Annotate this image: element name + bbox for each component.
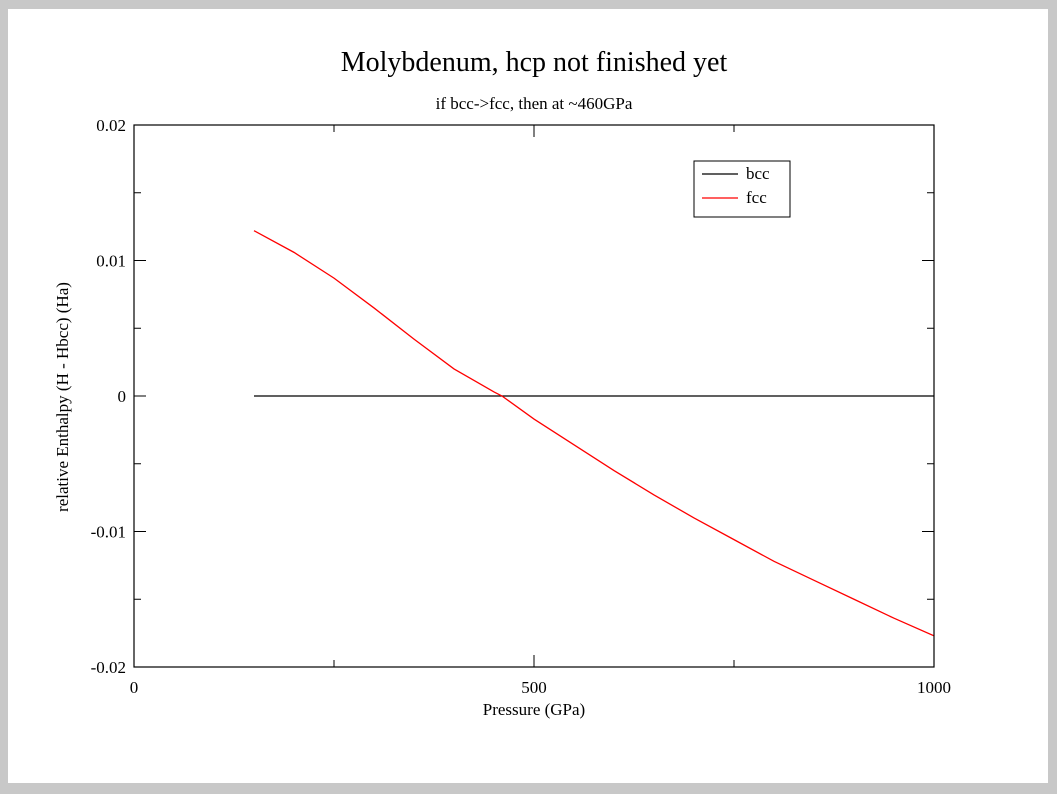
chart-title: Molybdenum, hcp not finished yet — [341, 47, 728, 78]
legend-box — [693, 160, 791, 218]
x-axis-label: Pressure (GPa) — [483, 700, 585, 719]
x-tick-label: 0 — [130, 678, 139, 697]
y-tick-label: 0.02 — [96, 116, 126, 135]
y-tick-label: -0.02 — [91, 658, 126, 677]
x-tick-label: 500 — [521, 678, 547, 697]
axis-ticks: 0 500 1000 -0.02 -0.01 0 0.01 0.02 — [91, 116, 951, 697]
plot-series — [253, 230, 935, 637]
x-tick-label: 1000 — [917, 678, 951, 697]
series-line-fcc — [253, 230, 935, 637]
chart-frame: Molybdenum, hcp not finished yet if bcc-… — [8, 9, 1048, 783]
y-tick-label: 0.01 — [96, 252, 126, 271]
chart-svg: Molybdenum, hcp not finished yet if bcc-… — [53, 47, 951, 719]
y-tick-label: -0.01 — [91, 523, 126, 542]
y-tick-label: 0 — [118, 387, 127, 406]
plot-area-border — [133, 124, 935, 668]
legend-label-bcc: bcc — [746, 164, 770, 183]
legend: bcc fcc — [693, 160, 791, 218]
y-axis-label: relative Enthalpy (H - Hbcc) (Ha) — [53, 282, 72, 512]
chart-subtitle: if bcc->fcc, then at ~460GPa — [436, 94, 633, 113]
legend-label-fcc: fcc — [746, 188, 767, 207]
